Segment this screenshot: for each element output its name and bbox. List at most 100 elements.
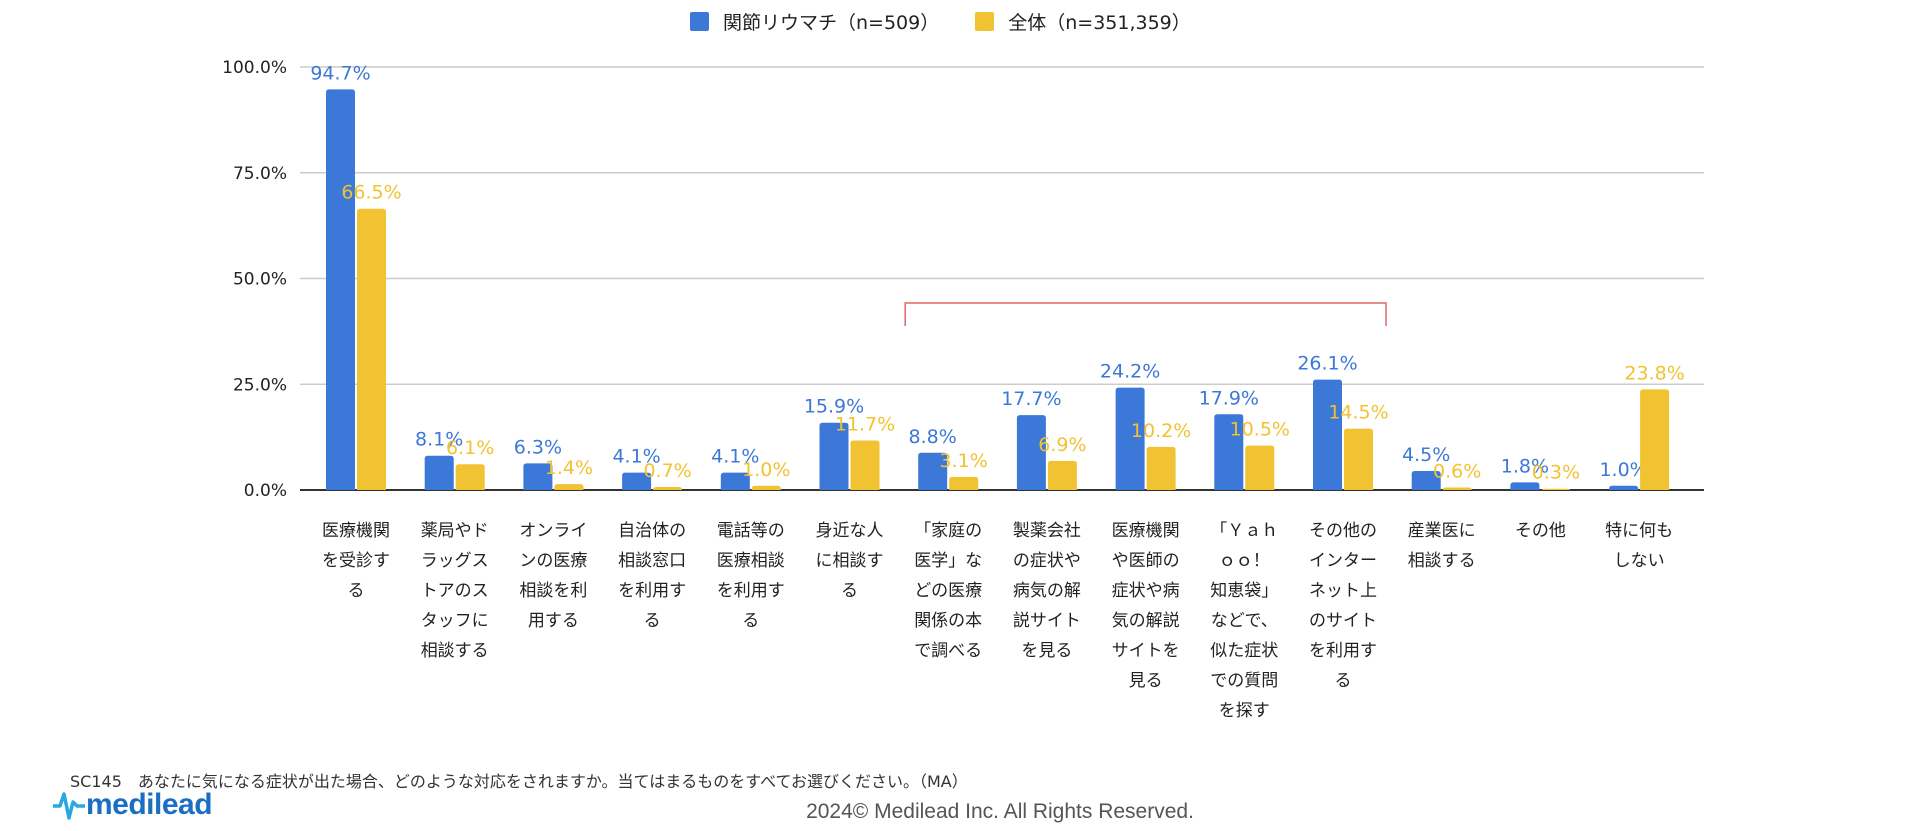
bar-all xyxy=(1640,389,1670,490)
x-tick-label: 産業医に xyxy=(1408,521,1476,541)
x-tick-label: サイトを xyxy=(1112,641,1180,661)
data-label: 14.5% xyxy=(1328,402,1388,424)
data-label: 66.5% xyxy=(341,182,401,204)
data-label: 15.9% xyxy=(804,396,864,418)
x-tick-label: 相談を利 xyxy=(519,581,587,601)
legend-item-all: 全体（n=351,359） xyxy=(975,8,1191,35)
bar-ra xyxy=(918,452,948,490)
bar-ra xyxy=(1510,482,1540,490)
bar-ra xyxy=(326,89,355,490)
x-tick-label: 「Ｙａｈ xyxy=(1210,521,1278,541)
data-label: 0.6% xyxy=(1433,460,1481,482)
bar-all xyxy=(751,485,781,490)
legend-swatch-all xyxy=(975,12,995,31)
data-label: 0.3% xyxy=(1532,462,1580,484)
data-label: 24.2% xyxy=(1100,361,1160,383)
x-tick-label: 製薬会社 xyxy=(1013,521,1081,541)
x-tick-label: を見る xyxy=(1021,641,1072,661)
x-tick-label: ラッグス xyxy=(421,551,489,571)
x-tick-label: 医療相談 xyxy=(717,551,785,571)
bar-ra xyxy=(1016,415,1046,490)
x-tick-label: を利用す xyxy=(618,581,686,601)
x-tick-label: 相談する xyxy=(1408,551,1476,571)
data-label: 1.0% xyxy=(742,459,790,481)
bar-ra xyxy=(1411,470,1441,490)
bar-ra xyxy=(424,455,454,490)
data-label: 94.7% xyxy=(310,62,370,84)
annotation-bracket xyxy=(904,302,1387,326)
x-tick-label: る xyxy=(644,611,661,631)
x-tick-label: 知恵袋」 xyxy=(1210,581,1278,601)
x-tick-label: る xyxy=(1335,671,1352,691)
x-tick-label: を受診す xyxy=(322,551,390,571)
data-label: 11.7% xyxy=(835,414,895,436)
x-tick-label: インター xyxy=(1309,551,1377,571)
x-tick-label: 見る xyxy=(1129,671,1163,691)
x-tick-label: 似た症状 xyxy=(1210,641,1278,661)
x-tick-label: のサイト xyxy=(1309,611,1377,631)
x-tick-label: オンライ xyxy=(519,521,587,541)
x-tick-label: タッフに xyxy=(421,611,489,631)
x-tick-label: 自治体の xyxy=(618,521,686,541)
x-tick-label: 特に何も xyxy=(1605,521,1673,541)
pulse-icon xyxy=(53,792,85,820)
x-tick-label: 薬局やド xyxy=(421,521,489,541)
x-tick-label: などで、 xyxy=(1211,611,1278,631)
data-label: 6.9% xyxy=(1038,434,1086,456)
x-tick-label: に相談す xyxy=(816,551,884,571)
x-tick-label: 症状や病 xyxy=(1112,581,1180,601)
y-tick-label: 0.0% xyxy=(244,481,287,501)
bar-ra xyxy=(819,422,849,490)
x-tick-label: ネット上 xyxy=(1309,581,1377,601)
data-label: 4.5% xyxy=(1402,444,1450,466)
x-tick-label: 「家庭の xyxy=(914,521,982,541)
bar-all xyxy=(850,440,880,490)
x-tick-label: 病気の解 xyxy=(1013,581,1081,601)
x-tick-label: ンの医療 xyxy=(519,551,587,571)
data-label: 3.1% xyxy=(940,450,988,472)
bar-all xyxy=(1146,446,1176,490)
x-tick-label: 気の解説 xyxy=(1112,611,1180,631)
x-tick-label: る xyxy=(348,581,365,601)
data-label: 1.0% xyxy=(1599,459,1647,481)
data-label: 8.8% xyxy=(909,426,957,448)
legend: 関節リウマチ（n=509） 全体（n=351,359） xyxy=(690,8,1227,35)
x-tick-label: どの医療 xyxy=(914,581,982,601)
legend-label-ra: 関節リウマチ（n=509） xyxy=(723,12,940,34)
data-label: 10.2% xyxy=(1131,420,1191,442)
x-tick-label: る xyxy=(841,581,858,601)
bar-all xyxy=(1245,445,1275,490)
x-tick-label: 説サイト xyxy=(1013,611,1081,631)
data-label: 17.9% xyxy=(1199,387,1259,409)
x-tick-label: での質問 xyxy=(1210,671,1278,691)
x-tick-label: や医師の xyxy=(1112,551,1180,571)
x-tick-label: ｏｏ！ xyxy=(1219,551,1270,571)
data-label: 6.3% xyxy=(514,436,562,458)
bar-all xyxy=(455,464,485,490)
y-tick-label: 75.0% xyxy=(233,164,287,184)
x-tick-label: を利用す xyxy=(717,581,785,601)
x-tick-label: 身近な人 xyxy=(816,521,884,541)
x-tick-label: 相談する xyxy=(421,641,489,661)
x-tick-label: を探す xyxy=(1219,701,1270,721)
bar-all xyxy=(1344,428,1373,490)
data-label: 4.1% xyxy=(612,446,660,468)
bar-all xyxy=(554,484,584,490)
bar-all xyxy=(1541,488,1571,492)
x-tick-label: 電話等の xyxy=(717,521,785,541)
legend-item-ra: 関節リウマチ（n=509） xyxy=(690,8,939,35)
bar-all xyxy=(653,487,683,491)
x-tick-label: その他の xyxy=(1309,521,1377,541)
legend-swatch-ra xyxy=(690,12,709,31)
x-tick-label: る xyxy=(742,611,759,631)
bar-ra xyxy=(1115,387,1145,490)
legend-label-all: 全体（n=351,359） xyxy=(1008,12,1191,34)
bar-ra xyxy=(720,472,750,490)
data-label: 8.1% xyxy=(415,429,463,451)
copyright-text: 2024© Medilead Inc. All Rights Reserved. xyxy=(806,800,1194,823)
data-label: 6.1% xyxy=(446,437,494,459)
bar-ra xyxy=(1214,414,1244,490)
x-tick-label: しない xyxy=(1614,551,1665,571)
bar-all xyxy=(949,476,979,490)
x-tick-label: その他 xyxy=(1515,521,1566,541)
